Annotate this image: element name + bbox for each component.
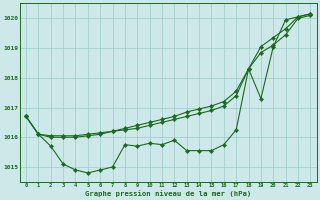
X-axis label: Graphe pression niveau de la mer (hPa): Graphe pression niveau de la mer (hPa): [85, 190, 251, 197]
